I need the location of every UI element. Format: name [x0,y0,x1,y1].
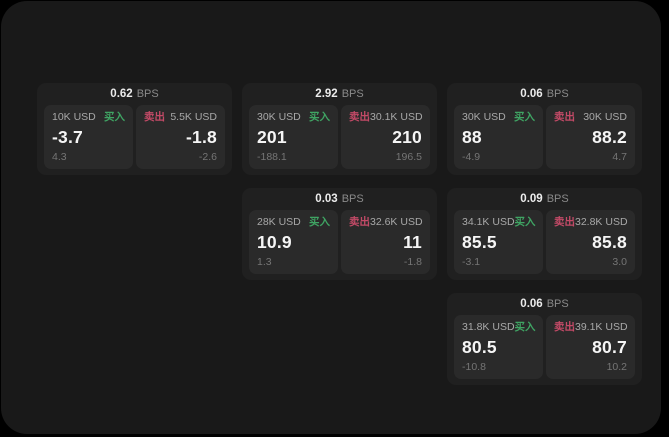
quote-card-grid: 0.62 BPS 10K USD 买入 -3.7 4.3 卖出 5.5K USD [37,83,642,385]
sell-delta: 3.0 [612,256,627,269]
buy-panel[interactable]: 30K USD 买入 88 -4.9 [454,105,543,169]
sell-amount: 30K USD [583,111,627,123]
buy-delta: -4.9 [462,151,481,164]
spread-unit: BPS [546,193,569,205]
sell-amount: 32.6K USD [370,216,423,228]
sell-delta: 4.7 [612,151,627,164]
sell-tag: 卖出 [554,111,575,123]
sell-tag: 卖出 [349,216,370,228]
buy-tag: 买入 [309,111,330,123]
buy-tag: 买入 [514,111,535,123]
spread-unit: BPS [546,298,569,310]
buy-panel[interactable]: 30K USD 买入 201 -188.1 [249,105,338,169]
sell-amount: 32.8K USD [575,216,628,228]
buy-tag: 买入 [514,321,536,333]
spread-header: 2.92 BPS [249,83,430,105]
buy-tag: 买入 [104,111,125,123]
sell-delta: 196.5 [395,151,422,164]
buy-price: 80.5 [462,337,497,358]
sell-price: 85.8 [592,232,627,253]
sell-panel[interactable]: 卖出 32.6K USD 11 -1.8 [341,210,430,274]
spread-unit: BPS [136,88,159,100]
buy-panel[interactable]: 10K USD 买入 -3.7 4.3 [44,105,133,169]
sell-panel[interactable]: 卖出 30.1K USD 210 196.5 [341,105,430,169]
quote-card-1: 0.62 BPS 10K USD 买入 -3.7 4.3 卖出 5.5K USD [37,83,232,175]
buy-delta: 4.3 [52,151,67,164]
sell-delta: -1.8 [403,256,422,269]
buy-amount: 30K USD [462,111,506,123]
buy-price: 10.9 [257,232,292,253]
buy-delta: -3.1 [462,256,481,269]
spread-header: 0.06 BPS [454,293,635,315]
sell-delta: -2.6 [198,151,217,164]
buy-price: 85.5 [462,232,497,253]
spread-unit: BPS [341,193,364,205]
sell-panel[interactable]: 卖出 32.8K USD 85.8 3.0 [546,210,635,274]
spread-unit: BPS [546,88,569,100]
sell-panel[interactable]: 卖出 30K USD 88.2 4.7 [546,105,635,169]
spread-header: 0.09 BPS [454,188,635,210]
buy-amount: 31.8K USD [462,321,515,333]
sell-panel[interactable]: 卖出 39.1K USD 80.7 10.2 [546,315,635,379]
sell-amount: 39.1K USD [575,321,628,333]
buy-delta: 1.3 [257,256,272,269]
quote-card-5: 0.09 BPS 34.1K USD 买入 85.5 -3.1 卖出 32.8K… [447,188,642,280]
buy-amount: 30K USD [257,111,301,123]
buy-price: 201 [257,127,287,148]
quote-card-4: 0.03 BPS 28K USD 买入 10.9 1.3 卖出 32.6K US… [242,188,437,280]
buy-amount: 10K USD [52,111,96,123]
quotes-board: 0.62 BPS 10K USD 买入 -3.7 4.3 卖出 5.5K USD [1,1,661,434]
spread-unit: BPS [341,88,364,100]
spread-header: 0.03 BPS [249,188,430,210]
spread-value: 0.09 [520,193,543,205]
buy-tag: 买入 [514,216,536,228]
buy-delta: -188.1 [257,151,287,164]
quote-card-2: 2.92 BPS 30K USD 买入 201 -188.1 卖出 30.1K … [242,83,437,175]
spread-value: 2.92 [315,88,338,100]
sell-price: 88.2 [592,127,627,148]
sell-panel[interactable]: 卖出 5.5K USD -1.8 -2.6 [136,105,225,169]
sell-tag: 卖出 [554,321,575,333]
buy-panel[interactable]: 31.8K USD 买入 80.5 -10.8 [454,315,543,379]
sell-delta: 10.2 [606,361,627,374]
quote-card-3: 0.06 BPS 30K USD 买入 88 -4.9 卖出 30K USD [447,83,642,175]
buy-tag: 买入 [309,216,330,228]
buy-delta: -10.8 [462,361,486,374]
sell-price: 210 [392,127,422,148]
spread-header: 0.62 BPS [44,83,225,105]
spread-value: 0.03 [315,193,338,205]
sell-amount: 5.5K USD [170,111,217,123]
buy-price: 88 [462,127,482,148]
sell-tag: 卖出 [554,216,575,228]
spread-value: 0.62 [110,88,133,100]
sell-amount: 30.1K USD [370,111,423,123]
buy-panel[interactable]: 34.1K USD 买入 85.5 -3.1 [454,210,543,274]
quote-card-6: 0.06 BPS 31.8K USD 买入 80.5 -10.8 卖出 39.1… [447,293,642,385]
sell-price: -1.8 [186,127,217,148]
buy-amount: 34.1K USD [462,216,515,228]
spread-value: 0.06 [520,298,543,310]
buy-price: -3.7 [52,127,83,148]
spread-value: 0.06 [520,88,543,100]
buy-amount: 28K USD [257,216,301,228]
sell-price: 11 [403,232,422,253]
sell-price: 80.7 [592,337,627,358]
sell-tag: 卖出 [144,111,165,123]
sell-tag: 卖出 [349,111,370,123]
spread-header: 0.06 BPS [454,83,635,105]
buy-panel[interactable]: 28K USD 买入 10.9 1.3 [249,210,338,274]
